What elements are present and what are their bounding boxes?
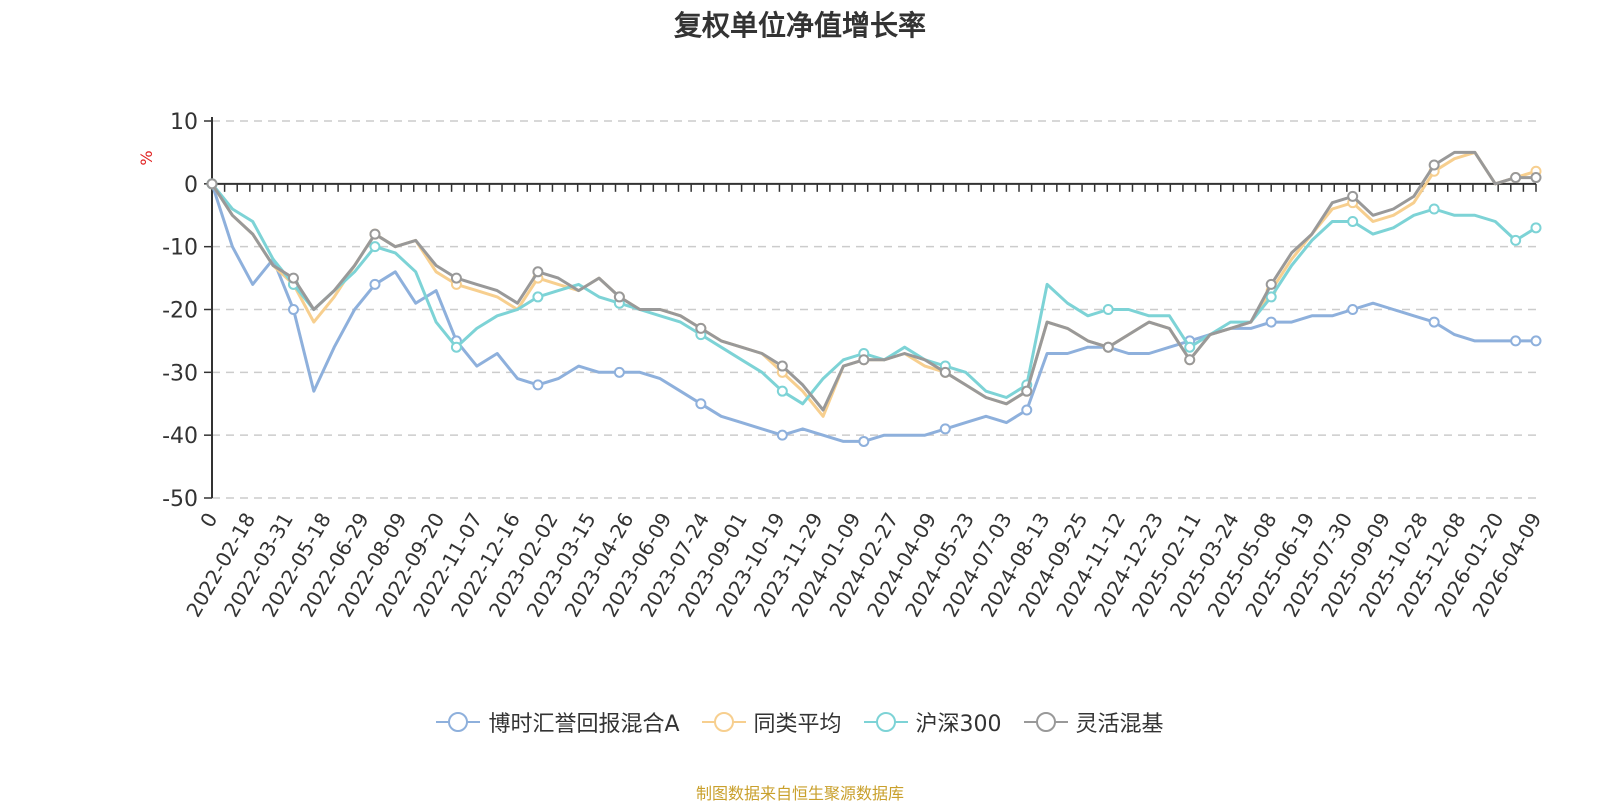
line-chart: % 100-10-20-30-40-50 02022-02-182022-03-… xyxy=(137,110,1546,621)
data-point xyxy=(369,228,381,240)
data-point xyxy=(450,341,462,353)
y-tick-label: -40 xyxy=(162,424,198,449)
legend-label: 同类平均 xyxy=(753,712,842,737)
series-1 xyxy=(206,150,1542,418)
series-line xyxy=(210,183,1536,443)
series-line xyxy=(210,182,1537,406)
data-point xyxy=(1347,216,1359,228)
y-tick-label: -30 xyxy=(162,361,198,386)
data-point xyxy=(613,366,625,378)
data-point xyxy=(1510,234,1522,246)
data-point xyxy=(206,178,218,190)
legend-item-fund[interactable]: 博时汇誉回报混合A xyxy=(436,706,680,738)
x-tick-label: 0 xyxy=(195,509,222,532)
legend: 博时汇誉回报混合A 同类平均 沪深300 灵活混基 xyxy=(0,706,1600,738)
data-point xyxy=(1510,172,1522,184)
data-point xyxy=(1428,316,1440,328)
data-point xyxy=(287,272,299,284)
legend-marker-fund xyxy=(436,712,481,732)
data-point xyxy=(1347,304,1359,315)
data-point xyxy=(1021,385,1033,397)
data-point xyxy=(450,272,462,284)
data-point xyxy=(1102,304,1114,315)
data-point xyxy=(939,366,951,378)
data-point xyxy=(776,429,788,441)
data-point xyxy=(1428,203,1440,215)
y-tick-label: -20 xyxy=(162,299,198,324)
data-point xyxy=(858,435,870,447)
legend-label: 沪深300 xyxy=(915,712,1002,737)
chart-title: 复权单位净值增长率 xyxy=(673,9,926,42)
gridlines xyxy=(212,120,1536,499)
data-point xyxy=(1530,335,1542,347)
y-axis-label: % xyxy=(137,150,156,165)
y-tick-label: -50 xyxy=(162,487,198,512)
series-0 xyxy=(206,178,1542,447)
data-point xyxy=(532,379,544,391)
data-point xyxy=(1530,222,1542,234)
legend-item-peer-average[interactable]: 同类平均 xyxy=(701,706,842,738)
data-point xyxy=(776,360,788,372)
data-point xyxy=(1184,354,1196,366)
legend-marker-csi300 xyxy=(863,712,908,732)
data-point xyxy=(1184,341,1196,353)
legend-marker-peer-average xyxy=(701,712,746,732)
data-point xyxy=(532,266,544,278)
data-point xyxy=(695,398,707,410)
data-point xyxy=(1510,335,1522,347)
y-tick-label: -10 xyxy=(162,236,198,261)
y-tick-label: 0 xyxy=(184,173,198,198)
series-line xyxy=(210,150,1537,418)
data-point xyxy=(532,291,544,303)
data-point xyxy=(939,423,951,435)
data-point xyxy=(369,241,381,253)
legend-marker-flexible-mixed xyxy=(1023,712,1068,732)
data-point xyxy=(776,385,788,397)
source-note: 制图数据来自恒生聚源数据库 xyxy=(695,784,904,803)
data-point xyxy=(1102,341,1114,353)
series-3 xyxy=(206,150,1542,412)
data-point xyxy=(1265,291,1277,303)
y-axis-ticks: 10 0 -10 -20 -30 -40 -50 xyxy=(162,110,213,512)
data-point xyxy=(695,322,707,334)
legend-item-csi300[interactable]: 沪深300 xyxy=(863,706,1002,738)
data-point xyxy=(1021,404,1033,416)
data-point xyxy=(1428,159,1440,171)
data-point xyxy=(287,304,299,315)
legend-item-flexible-mixed[interactable]: 灵活混基 xyxy=(1023,706,1164,738)
data-point xyxy=(1265,316,1277,328)
y-tick-label: 10 xyxy=(170,110,198,135)
data-point xyxy=(369,278,381,290)
data-point xyxy=(1530,172,1542,184)
data-point xyxy=(858,354,870,366)
legend-label: 博时汇誉回报混合A xyxy=(488,712,680,737)
series-layer xyxy=(206,150,1542,447)
data-point xyxy=(613,291,625,303)
data-point xyxy=(1265,278,1277,290)
data-point xyxy=(1347,190,1359,202)
series-line xyxy=(210,150,1536,412)
legend-label: 灵活混基 xyxy=(1075,712,1164,737)
